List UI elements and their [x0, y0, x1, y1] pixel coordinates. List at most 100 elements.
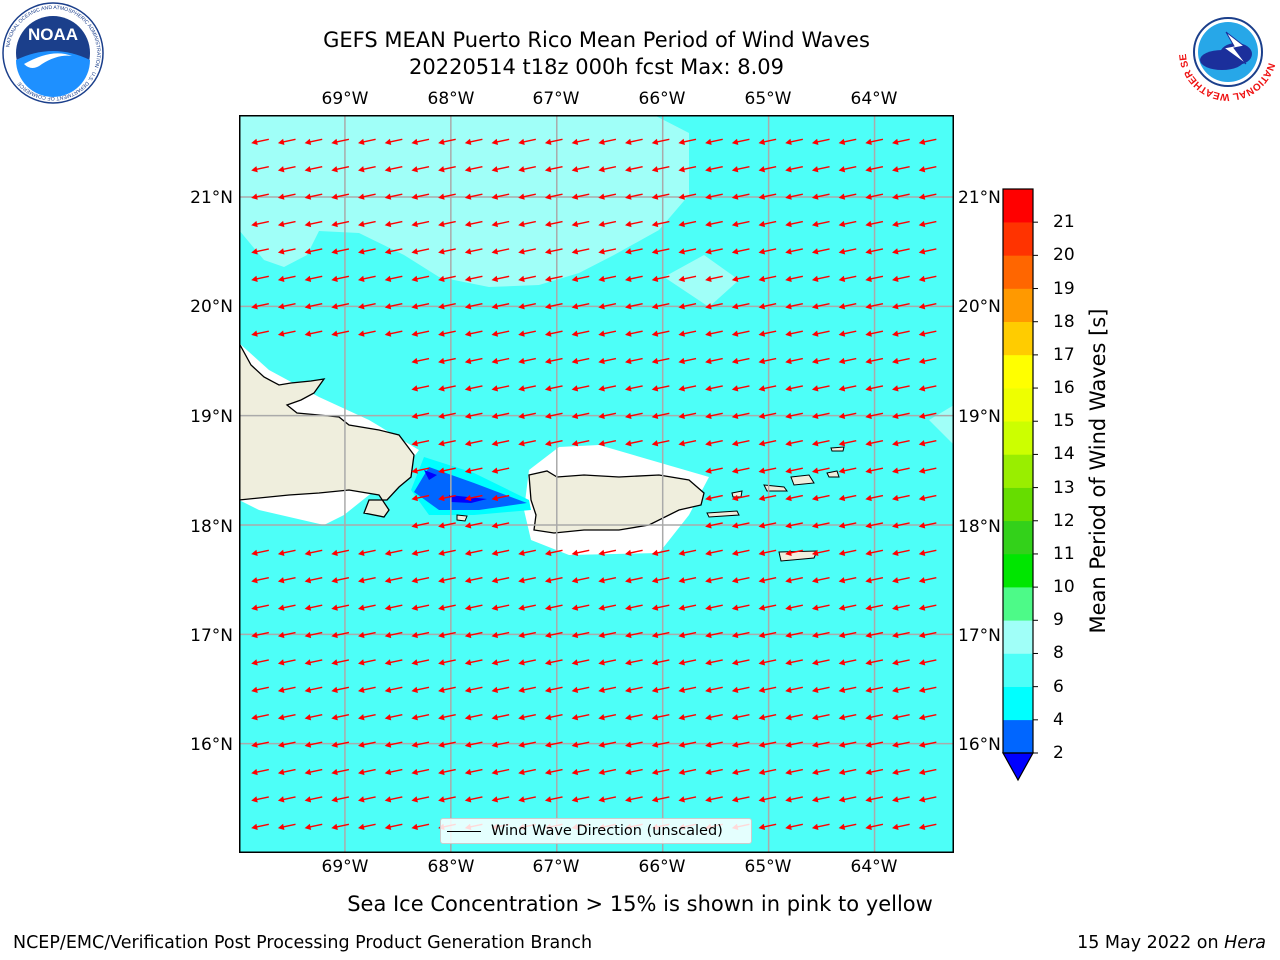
lat-tick-right: 16°N: [958, 735, 1001, 755]
noaa-logo-text: NOAA: [28, 25, 78, 44]
wave-direction-arrow: [731, 549, 750, 556]
wave-direction-arrow: [651, 220, 670, 228]
wave-direction-arrow: [651, 768, 670, 776]
wave-direction-arrow: [464, 604, 483, 611]
wave-direction-arrow: [598, 138, 617, 145]
wave-direction-arrow: [464, 577, 483, 584]
wave-direction-arrow: [384, 166, 403, 173]
wave-direction-arrow: [918, 741, 937, 748]
wave-direction-arrow: [918, 796, 937, 803]
wave-direction-arrow: [865, 577, 884, 584]
wave-direction-arrow: [705, 796, 723, 803]
wave-direction-arrow: [304, 796, 323, 803]
wave-direction-arrow: [384, 631, 403, 639]
wave-direction-arrow: [251, 604, 269, 611]
wave-direction-arrow: [571, 357, 590, 365]
wave-direction-arrow: [304, 604, 323, 611]
wave-direction-arrow: [811, 138, 830, 145]
wave-direction-arrow: [892, 631, 910, 639]
wave-direction-arrow: [625, 166, 643, 173]
wave-direction-arrow: [731, 467, 750, 474]
wave-direction-arrow: [304, 166, 323, 173]
wave-direction-arrow: [625, 686, 643, 693]
wave-direction-arrow: [518, 577, 536, 584]
wave-direction-arrow: [731, 631, 750, 639]
wave-direction-arrow: [544, 330, 563, 337]
wave-direction-arrow: [518, 220, 536, 228]
wave-direction-arrow: [304, 330, 323, 337]
wave-direction-arrow: [811, 220, 830, 228]
wave-direction-arrow: [758, 741, 777, 748]
wave-direction-arrow: [625, 330, 643, 337]
wave-direction-arrow: [678, 275, 697, 282]
wave-direction-arrow: [491, 604, 510, 611]
wave-direction-arrow: [705, 604, 723, 611]
wave-direction-arrow: [464, 138, 483, 145]
wave-direction-arrow: [464, 522, 483, 529]
wave-direction-arrow: [544, 631, 563, 639]
wave-direction-arrow: [758, 385, 777, 392]
wave-direction-arrow: [758, 577, 777, 584]
wave-direction-arrow: [571, 385, 590, 392]
wave-direction-arrow: [411, 166, 430, 173]
wave-direction-arrow: [438, 522, 456, 529]
wave-direction-arrow: [625, 714, 643, 721]
wave-direction-arrow: [918, 714, 937, 721]
lon-tick-bottom: 65°W: [744, 857, 792, 877]
wave-direction-arrow: [491, 385, 510, 392]
wave-direction-arrow: [918, 357, 937, 365]
wave-direction-arrow: [892, 166, 910, 173]
wave-direction-arrow: [304, 686, 323, 693]
wave-direction-arrow: [731, 741, 750, 748]
wave-direction-arrow: [304, 631, 323, 639]
wave-direction-arrow: [785, 741, 803, 748]
wave-direction-arrow: [491, 659, 510, 666]
wave-direction-arrow: [411, 467, 430, 474]
wave-direction-arrow: [758, 823, 777, 830]
wave-direction-arrow: [838, 275, 857, 282]
wave-direction-arrow: [625, 357, 643, 365]
wave-direction-arrow: [811, 549, 830, 556]
wave-direction-arrow: [918, 193, 937, 200]
wave-direction-arrow: [811, 357, 830, 365]
footer-machine: Hera: [1224, 933, 1266, 953]
colorbar-tick-label: 15: [1053, 411, 1075, 432]
wave-direction-arrow: [438, 549, 456, 556]
wave-direction-arrow: [838, 412, 857, 419]
wave-direction-arrow: [731, 166, 750, 173]
wave-direction-arrow: [811, 330, 830, 337]
legend-line-icon: [447, 830, 481, 832]
wave-direction-arrow: [304, 193, 323, 200]
wave-direction-arrow: [785, 494, 803, 502]
wave-direction-arrow: [518, 385, 536, 392]
wave-direction-arrow: [625, 604, 643, 611]
wave-direction-arrow: [811, 303, 830, 310]
wave-direction-arrow: [438, 494, 456, 502]
wave-direction-arrow: [892, 303, 910, 310]
wave-direction-arrow: [705, 138, 723, 145]
wave-direction-arrow: [918, 577, 937, 584]
colorbar-segment: [1003, 321, 1033, 356]
wave-direction-arrow: [811, 248, 830, 255]
wave-direction-arrow: [918, 823, 937, 830]
wave-direction-arrow: [838, 220, 857, 228]
noaa-logo-icon: NOAA NATIONAL OCEANIC AND ATMOSPHERIC AD…: [2, 2, 104, 104]
island: [830, 446, 845, 452]
wave-direction-arrow: [651, 549, 670, 556]
wave-direction-arrow: [625, 577, 643, 584]
wave-direction-arrow: [438, 248, 456, 255]
wave-direction-arrow: [438, 686, 456, 693]
wave-direction-arrow: [438, 659, 456, 666]
wave-direction-arrow: [598, 631, 617, 639]
wave-direction-arrow: [865, 330, 884, 337]
wave-direction-arrow: [811, 714, 830, 721]
wave-direction-arrow: [785, 220, 803, 228]
wave-direction-arrow: [678, 385, 697, 392]
wave-direction-arrow: [251, 220, 269, 228]
wave-direction-arrow: [544, 248, 563, 255]
island: [706, 510, 740, 518]
wave-direction-arrow: [358, 303, 376, 310]
wave-direction-arrow: [438, 768, 456, 776]
wave-direction-arrow: [598, 659, 617, 666]
wave-direction-arrow: [358, 768, 376, 776]
